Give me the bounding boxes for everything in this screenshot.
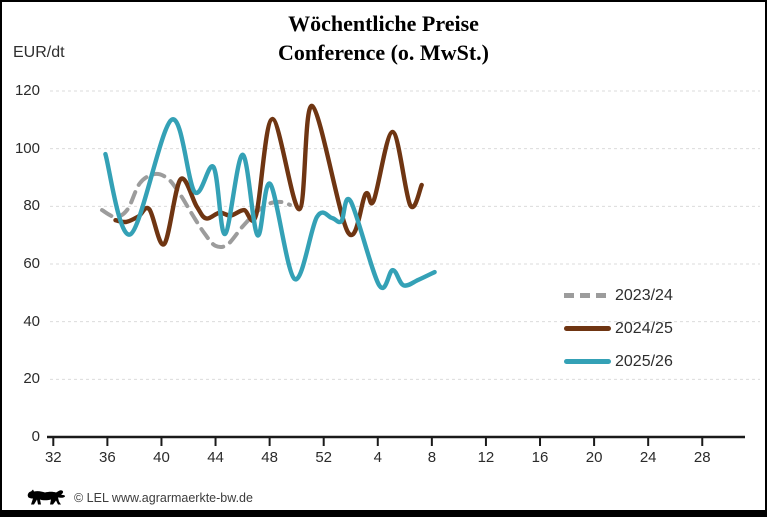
x-tick-label-44: 44	[207, 449, 224, 466]
legend-item-2025-26: 2025/26	[564, 345, 673, 378]
y-tick-label-60: 60	[23, 255, 40, 272]
x-tick-label-12: 12	[477, 449, 495, 466]
legend-item-2023-24: 2023/24	[564, 279, 673, 312]
x-tick-label-36: 36	[99, 449, 116, 466]
y-tick-label-80: 80	[23, 197, 40, 215]
x-tick-label-8: 8	[427, 449, 437, 466]
x-tick-label-52: 52	[315, 449, 333, 466]
legend-swatch-2023-24	[564, 293, 611, 298]
x-tick-label-40: 40	[153, 449, 170, 466]
x-tick-label-4: 4	[373, 449, 382, 466]
lion-logo-icon	[27, 489, 65, 505]
chart-legend: 2023/24 2024/25 2025/26	[564, 279, 673, 378]
footer-credit-text: © LEL www.agrarmaerkte-bw.de	[74, 490, 253, 505]
y-axis-unit-label: EUR/dt	[13, 44, 65, 61]
y-tick-label-120: 120	[14, 82, 40, 99]
legend-item-2024-25: 2024/25	[564, 312, 673, 345]
x-tick-label-20: 20	[585, 449, 603, 466]
legend-label-2024-25: 2024/25	[615, 319, 673, 337]
x-tick-label-48: 48	[261, 449, 278, 466]
footer: © LEL www.agrarmaerkte-bw.de	[26, 488, 253, 507]
x-tick-label-28: 28	[693, 449, 711, 466]
bottom-black-bar	[2, 510, 765, 515]
series-line-2025-26	[103, 117, 437, 290]
chart-title-line1: Wöchentliche Preise	[288, 11, 479, 36]
y-tick-label-0: 0	[31, 428, 40, 445]
x-tick-label-32: 32	[44, 449, 62, 466]
legend-swatch-2025-26	[564, 359, 611, 364]
y-tick-label-20: 20	[23, 370, 40, 388]
chart-title-line2: Conference (o. MwSt.)	[278, 40, 489, 65]
legend-swatch-2024-25	[564, 326, 611, 331]
y-tick-label-40: 40	[23, 312, 40, 330]
legend-label-2025-26: 2025/26	[615, 352, 673, 370]
x-tick-label-24: 24	[639, 449, 657, 466]
x-tick-label-16: 16	[531, 449, 549, 466]
chart-title: Wöchentliche Preise Conference (o. MwSt.…	[2, 10, 765, 68]
y-tick-label-100: 100	[14, 139, 40, 157]
legend-label-2023-24: 2023/24	[615, 286, 673, 304]
